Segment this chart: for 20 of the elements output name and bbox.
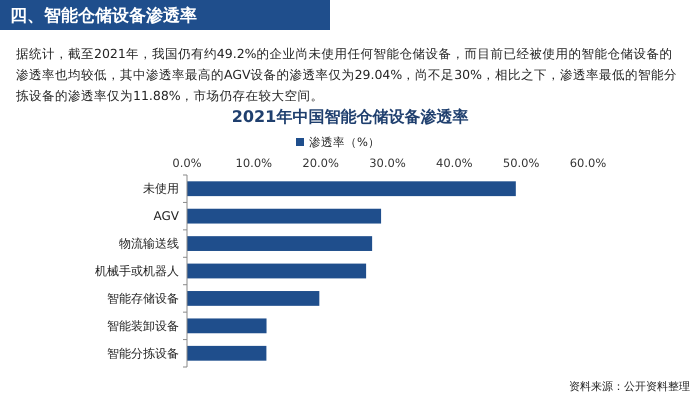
header: 四、智能仓储设备渗透率	[0, 0, 330, 30]
x-tick-label: 30.0%	[369, 156, 406, 170]
chart-title: 2021年中国智能仓储设备渗透率	[232, 107, 468, 126]
text: 资料来源：公开资料整理	[569, 380, 690, 393]
y-tick-label: 机械手或机器人	[95, 264, 179, 278]
y-tick-label: 智能存储设备	[107, 291, 179, 306]
legend-label: 渗透率（%）	[309, 135, 380, 149]
y-tick-label: 智能装卸设备	[107, 318, 179, 333]
y-tick-label: 未使用	[143, 182, 179, 196]
x-tick-label: 50.0%	[502, 156, 540, 170]
x-tick-label: 10.0%	[236, 156, 272, 170]
x-tick-label: 60.0%	[570, 156, 606, 170]
y-tick-label: 物流输送线	[119, 236, 179, 251]
legend: 渗透率（%）	[296, 135, 380, 149]
y-tick-label: 智能分拣设备	[107, 346, 179, 360]
x-tick-label: 20.0%	[302, 156, 339, 170]
x-tick-label: 0.0%	[172, 156, 202, 170]
chart-subtitle: 据统计，截至2021年，我国仍有约49.2%的企业尚未使用任何智能仓储设备，而目前已经被使用的智能仓储设备的渗透率也均较低，其中渗透率最高的AGV设备的渗透率仅为29.04%，尚不足30%，相比之下，渗透率最低的智能分拣设备的渗透率仅为11.88%，市场仍存在较大空间。	[15, 46, 678, 103]
y-tick-label: AGV	[153, 209, 180, 224]
x-tick-label: 40.0%	[436, 156, 473, 170]
